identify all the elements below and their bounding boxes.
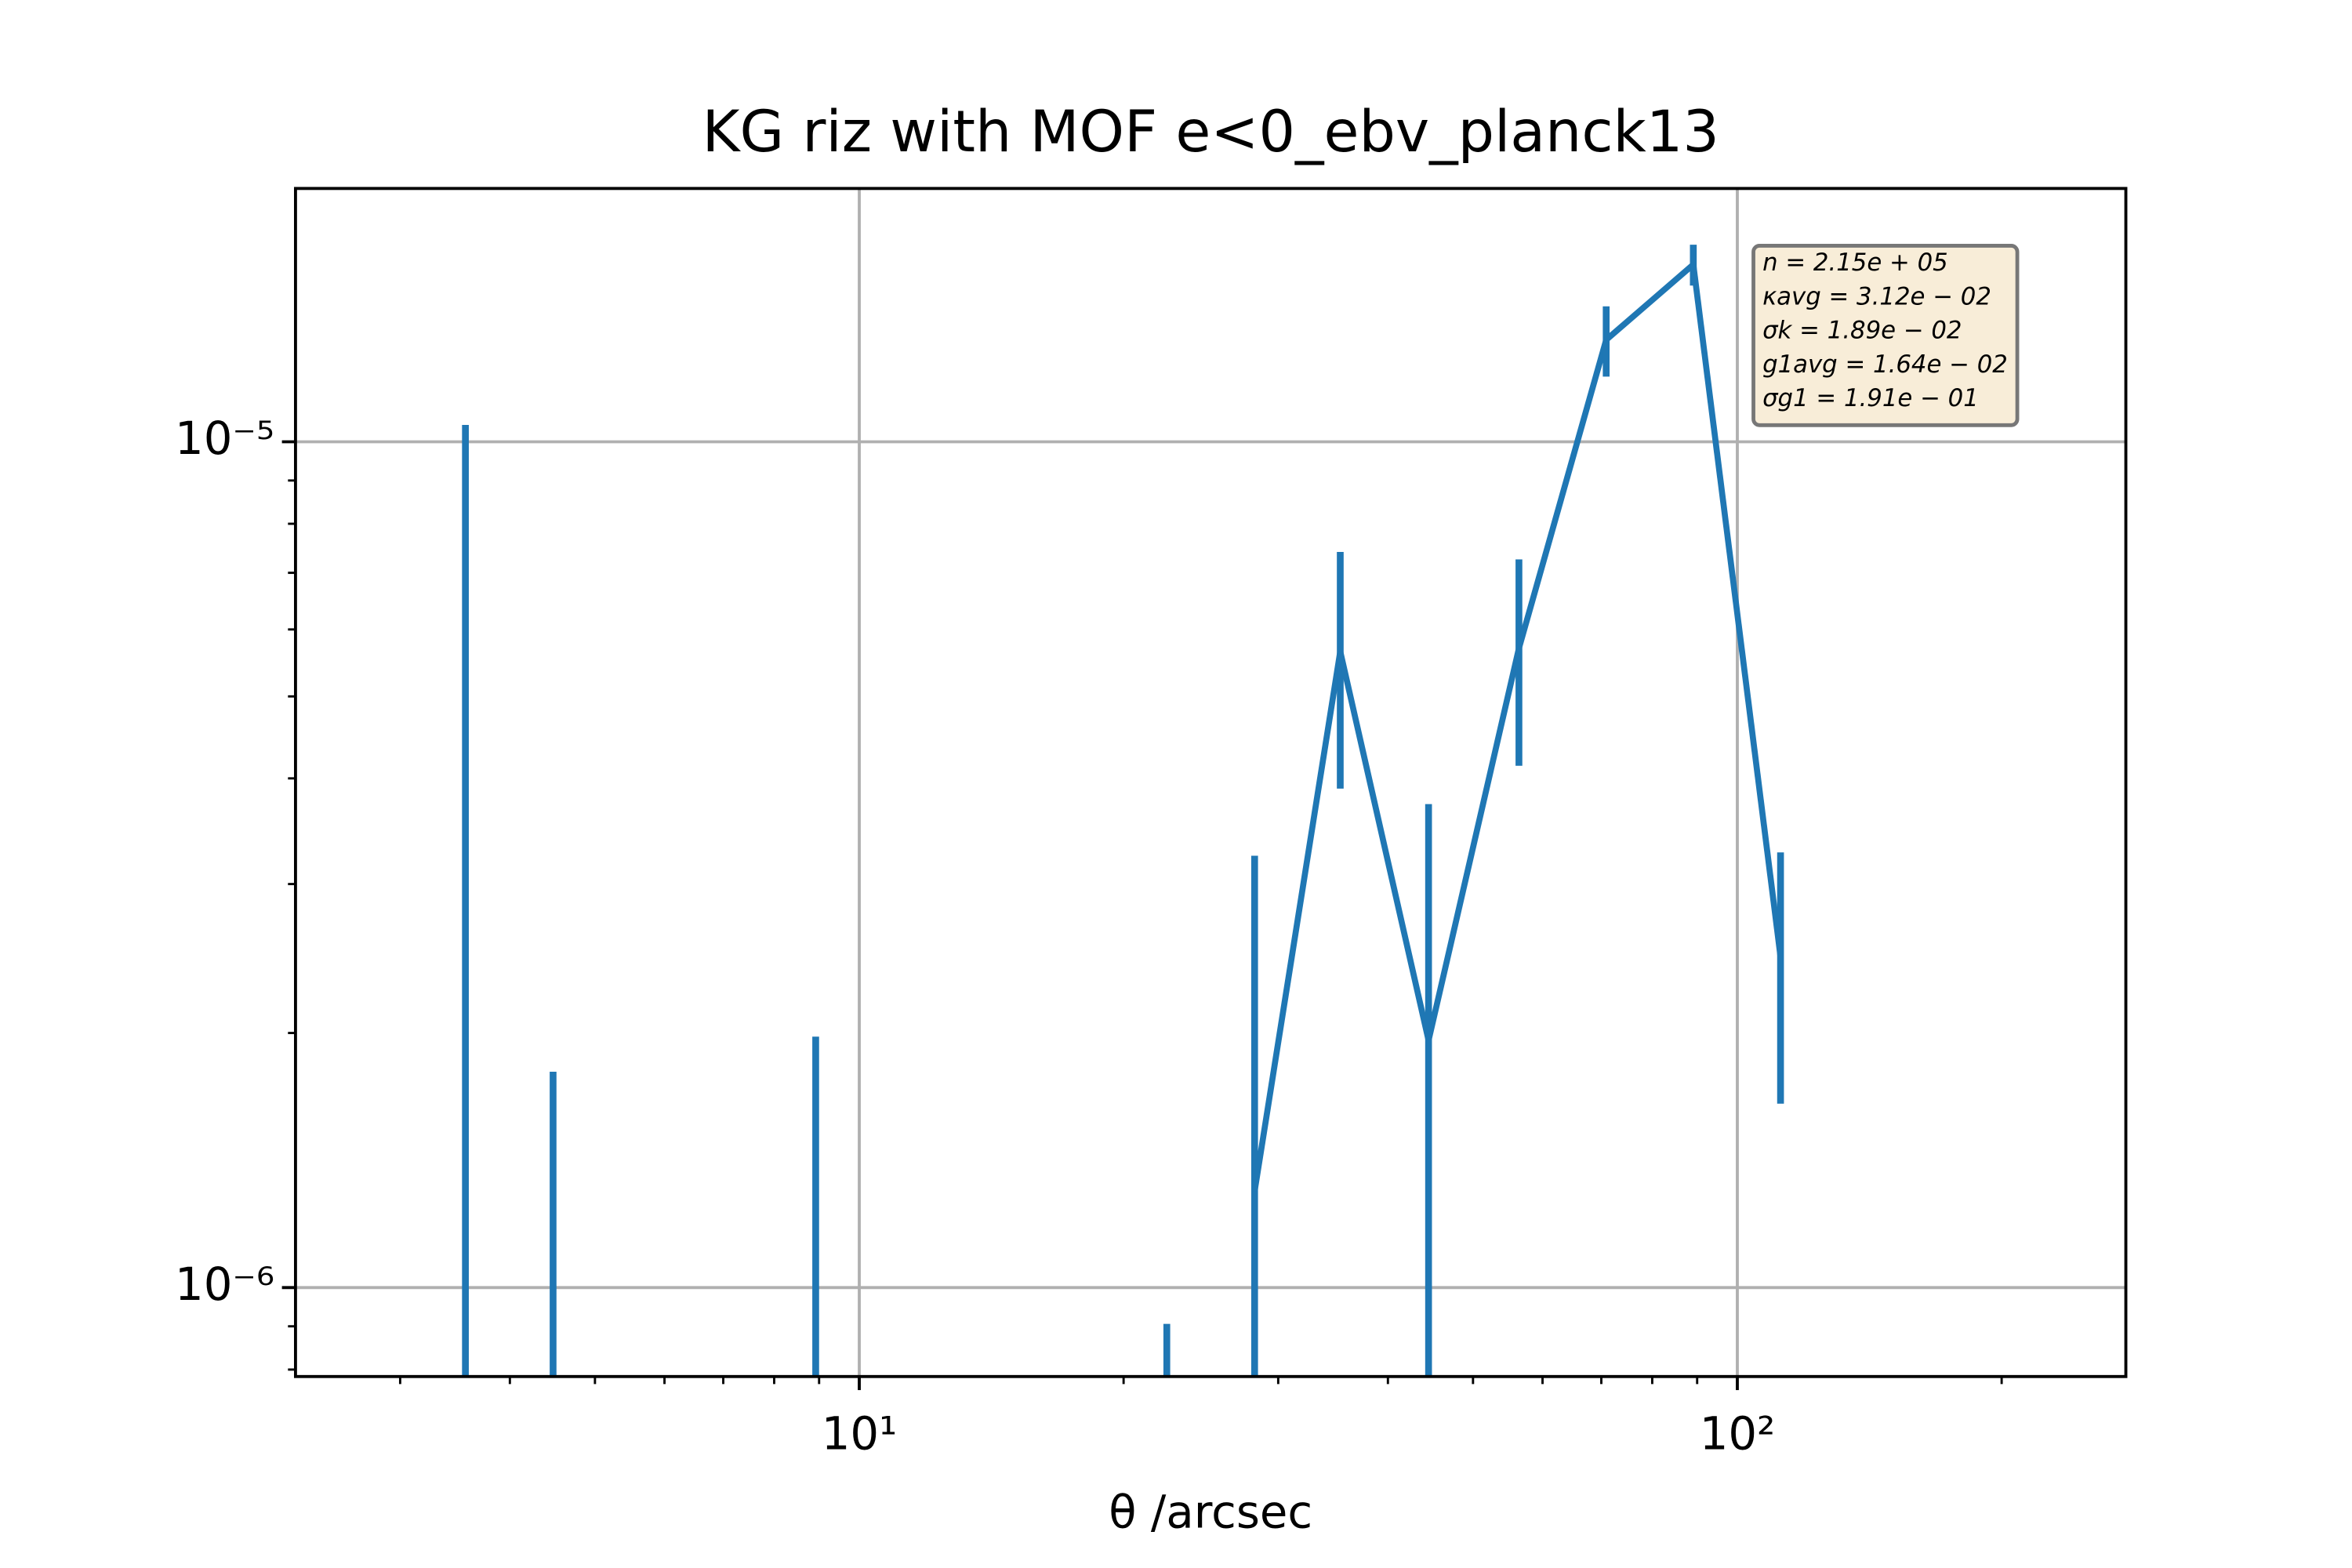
stats-line: σk = 1.89e − 02 [1762,317,1962,345]
line-segment [1690,263,1784,958]
axes-frame [294,187,2128,1378]
stats-line: g1avg = 1.64e − 02 [1762,350,2008,379]
stats: n = 2.15e + 05 κavg = 3.12e − 02 σk = 1.89… [1762,249,2008,412]
stats-line: n = 2.15e + 05 [1762,249,1948,277]
line-segment [1425,648,1523,1041]
line-segment [1604,262,1696,343]
y-tick-label: 10⁻⁶ [175,1258,274,1311]
grid [295,188,2126,1377]
y-tick-label: 10⁻⁵ [175,412,274,465]
stats-line: κavg = 3.12e − 02 [1762,282,1991,310]
line-segment [1337,651,1432,1041]
chart-title: KG riz with MOF e<0_ebv_planck13 [702,99,1719,165]
x-axis-label: θ /arcsec [1109,1485,1312,1538]
stats-line: σg1 = 1.91e − 01 [1762,384,1979,412]
axes: 10¹ 10² 10⁻⁶ 10⁻⁵ [175,412,2003,1460]
x-tick-label: 10¹ [822,1406,898,1460]
plot-area [462,245,1784,1377]
line-segment [1515,339,1610,649]
stats-box [1751,244,2020,427]
x-tick-label: 10² [1700,1406,1776,1460]
line-segment [1251,651,1344,1192]
